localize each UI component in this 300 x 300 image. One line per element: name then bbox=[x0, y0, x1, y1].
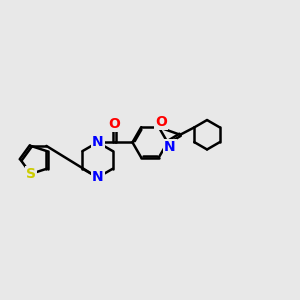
Text: N: N bbox=[164, 140, 176, 154]
Text: O: O bbox=[155, 115, 167, 129]
Text: S: S bbox=[26, 167, 36, 181]
Text: N: N bbox=[92, 135, 103, 149]
Text: O: O bbox=[109, 117, 121, 131]
Text: N: N bbox=[92, 170, 103, 184]
